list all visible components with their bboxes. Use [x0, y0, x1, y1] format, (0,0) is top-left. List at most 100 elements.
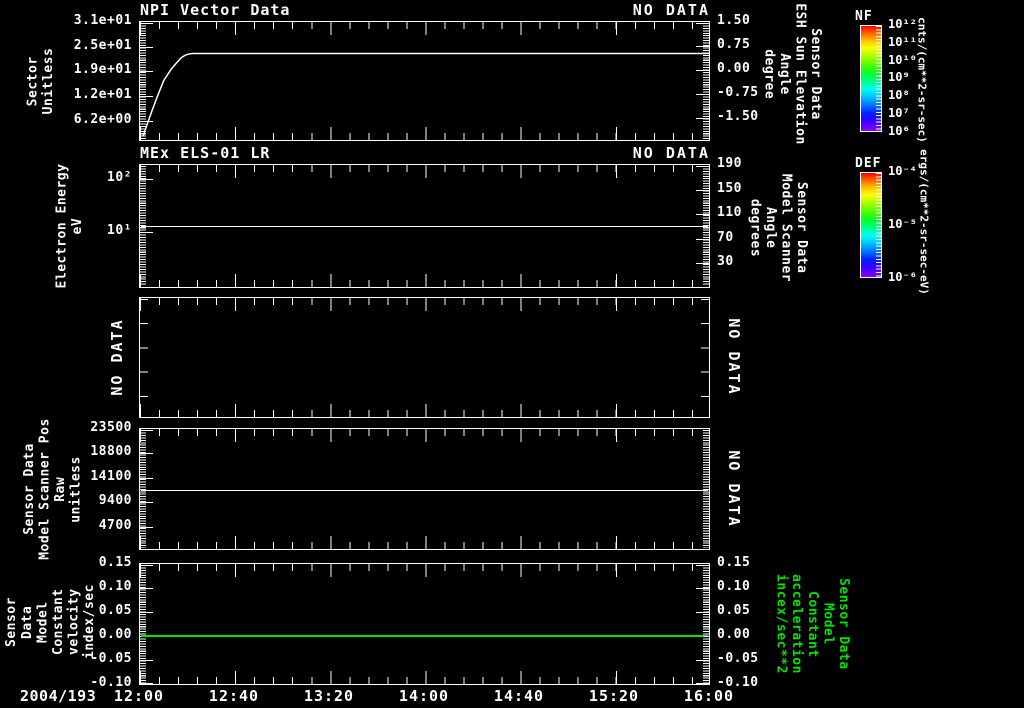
y-major-tick [140, 71, 153, 73]
y-major-tick [140, 232, 153, 234]
x-major-ticks-bottom [140, 536, 708, 549]
nf-colorbar-tick: 10⁶ [888, 124, 910, 138]
panel1-left-axis-label: Sector Unitless [25, 47, 56, 115]
panel5-right-axis-label: Sensor Data Model Constant acceleration … [773, 574, 851, 674]
def-colorbar-tick: 10⁻⁵ [888, 217, 917, 231]
y-left-tick-label: -0.05 [90, 650, 132, 666]
y-major-tick [140, 659, 153, 661]
nf-colorbar [860, 25, 882, 132]
nf-colorbar-tick: 10¹² [888, 17, 917, 31]
x-tick-label: 13:20 [303, 687, 355, 705]
panel1-right-axis-label: Sensor Data ESH Sun Elevation Angle degr… [761, 3, 824, 145]
nf-colorbar-unit: cnts/(cm**2-sr-sec) [915, 17, 929, 143]
nf-colorbar-tick: 10⁷ [888, 106, 910, 120]
y-left-tick-label: 4700 [98, 517, 132, 533]
x-major-ticks-bottom [140, 127, 708, 140]
panel2-title: MEx ELS-01 LR [140, 144, 271, 162]
y-major-tick [696, 189, 709, 191]
y-right-tick-label: 30 [717, 254, 734, 270]
y-right-tick-label: 0.05 [717, 602, 751, 618]
date-label: 2004/193 [20, 687, 97, 705]
y-left-tick-label: 3.1e+01 [73, 13, 132, 28]
nf-colorbar-tick: 10⁹ [888, 70, 910, 84]
constant-data-line [141, 489, 708, 491]
def-colorbar-unit: ergs/(cm**2-sr-sec-eV) [917, 149, 931, 295]
panel-model-constant [139, 563, 710, 685]
def-colorbar-tick: 10⁻⁶ [888, 270, 917, 284]
nf-colorbar-title: NF [855, 9, 873, 24]
sector-curve [142, 52, 709, 137]
x-major-ticks-top [140, 298, 708, 311]
y-right-tick-label: 0.00 [717, 61, 751, 76]
y-left-tick-label: 23500 [90, 420, 132, 435]
def-colorbar-tick: 10⁻⁴ [888, 164, 917, 178]
y-major-tick [696, 587, 709, 589]
y-major-tick [140, 453, 153, 455]
y-major-tick [696, 214, 709, 216]
y-major-tick [140, 565, 153, 566]
nf-colorbar-tick: 10¹¹ [888, 35, 917, 49]
constant-data-line [141, 226, 708, 228]
x-major-ticks-top [140, 564, 708, 577]
y-left-tick-label: 0.05 [98, 602, 132, 618]
y-right-tick-label: 150 [717, 180, 742, 196]
panel-empty [139, 297, 710, 418]
y-major-tick [140, 477, 153, 479]
y-left-tick-label: 6.2e+00 [73, 111, 132, 127]
panel2-status: NO DATA [632, 144, 710, 162]
panel4-left-axis-label: Sensor Data Model Scanner Pos Raw unitle… [21, 418, 84, 560]
y-major-tick [696, 166, 709, 167]
y-left-tick-label: -0.10 [90, 674, 132, 690]
y-major-tick [140, 430, 153, 431]
y-major-tick [140, 587, 153, 589]
panel-scanner-pos [139, 428, 710, 550]
y-right-tick-label: 0.00 [717, 626, 751, 642]
panel-npi-vector [139, 21, 710, 141]
x-major-ticks-top [140, 429, 708, 442]
x-tick-label: 15:20 [588, 687, 640, 705]
def-colorbar [860, 172, 882, 278]
y-major-tick [696, 611, 709, 613]
y-major-tick [696, 238, 709, 240]
y-major-tick [140, 46, 153, 48]
nf-colorbar-tick: 10¹⁰ [888, 53, 917, 67]
y-right-tick-label: 0.15 [717, 555, 751, 570]
y-right-tick-label: -1.50 [717, 109, 759, 124]
panel3-left-nodata: NO DATA [108, 318, 126, 396]
y-major-tick [140, 502, 153, 504]
y-right-tick-label: 70 [717, 229, 734, 245]
y-left-tick-label: 1.2e+01 [73, 86, 132, 102]
y-right-tick-label: 1.50 [717, 13, 751, 28]
y-major-tick [696, 683, 709, 684]
y-left-tick-label: 10² [107, 170, 132, 186]
x-major-ticks-bottom [140, 671, 708, 684]
y-left-tick-label: 18800 [90, 444, 132, 460]
x-tick-label: 14:00 [398, 687, 450, 705]
y-major-tick [696, 565, 709, 566]
y-major-tick [140, 179, 153, 181]
y-left-tick-label: 2.5e+01 [73, 37, 132, 53]
y-left-tick-label: 0.10 [98, 578, 132, 594]
y-major-tick [140, 526, 153, 528]
x-tick-label: 12:40 [208, 687, 260, 705]
y-right-tick-label: -0.75 [717, 85, 759, 100]
x-tick-label: 14:40 [493, 687, 545, 705]
panel3-right-nodata: NO DATA [725, 318, 743, 396]
x-major-ticks-bottom [140, 404, 708, 417]
y-major-tick [140, 23, 153, 24]
y-major-tick [696, 659, 709, 661]
y-major-tick [696, 263, 709, 265]
y-major-tick [140, 683, 153, 684]
y-major-tick [140, 611, 153, 613]
x-tick-label: 16:00 [683, 687, 735, 705]
panel-mex-els [139, 164, 710, 288]
y-right-tick-label: 0.75 [717, 37, 751, 52]
x-major-ticks-bottom [140, 274, 708, 287]
y-left-tick-label: 9400 [98, 493, 132, 509]
panel1-title: NPI Vector Data [140, 1, 291, 19]
y-left-tick-label: 10¹ [107, 223, 132, 239]
y-right-tick-label: -0.10 [717, 674, 759, 690]
y-right-tick-label: 110 [717, 205, 742, 221]
panel1-status: NO DATA [632, 1, 710, 19]
